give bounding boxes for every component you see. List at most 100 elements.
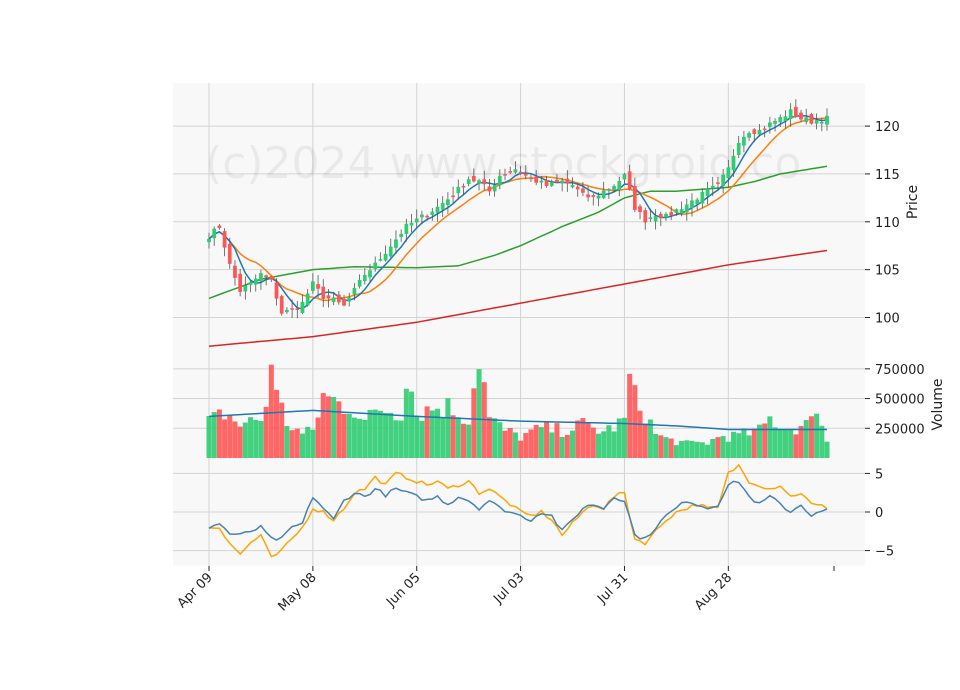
candle-body (503, 174, 507, 176)
volume-bar (320, 393, 326, 458)
candle-body (383, 253, 388, 261)
volume-bar (777, 429, 783, 458)
volume-bar (642, 423, 648, 458)
candle-body (259, 273, 263, 282)
volume-bar (466, 424, 472, 458)
volume-bar (668, 438, 674, 458)
volume-bar (590, 427, 596, 458)
candle-body (518, 171, 523, 174)
candle-body (217, 225, 222, 229)
volume-bar (549, 432, 555, 458)
candle-body (819, 121, 824, 124)
candle-body (768, 122, 772, 128)
candle-body (783, 116, 788, 121)
volume-bars (206, 364, 830, 458)
volume-bar (512, 432, 518, 458)
candle-body (555, 179, 559, 183)
volume-bar (440, 417, 446, 458)
candle-body (534, 176, 539, 183)
volume-bar (767, 416, 773, 458)
volume-bar (299, 433, 305, 458)
volume-bar (824, 441, 830, 458)
candle-body (207, 238, 211, 243)
x-tick-label: Jul 31 (594, 570, 631, 607)
candle-body (222, 231, 227, 248)
volume-bar (575, 420, 581, 458)
y-tick-label: 100 (875, 312, 900, 327)
oscillator-lines (208, 463, 828, 558)
candle-body (632, 186, 637, 210)
volume-bar (305, 426, 311, 458)
candlestick-series (207, 99, 829, 319)
volume-bar (211, 412, 217, 458)
volume-bar (523, 433, 529, 458)
volume-bar (502, 430, 508, 458)
oscillator-slow-line (208, 463, 828, 558)
volume-bar (725, 441, 731, 458)
volume-bar (788, 428, 794, 458)
candle-body (388, 246, 393, 257)
candle-body (508, 171, 513, 173)
volume-bar (715, 437, 721, 458)
candle-body (461, 185, 466, 188)
candle-body (690, 200, 694, 209)
candle-body (492, 185, 497, 192)
candle-body (269, 276, 274, 280)
axes (208, 125, 870, 571)
volume-bar (819, 425, 825, 458)
x-tick-label: Apr 09 (175, 570, 216, 611)
candle-body (305, 293, 310, 306)
volume-bar (289, 430, 295, 458)
moving-average-lines (208, 115, 828, 347)
volume-bar (227, 415, 233, 458)
candle-body (814, 120, 819, 124)
volume-bar (284, 425, 290, 458)
candle-body (373, 262, 378, 270)
candle-body (601, 190, 606, 199)
volume-bar (398, 420, 404, 458)
candle-body (404, 223, 409, 234)
candle-body (352, 288, 357, 295)
candle-body (440, 202, 445, 210)
volume-bar (554, 423, 560, 458)
volume-bar (601, 431, 607, 458)
candle-body (336, 294, 341, 303)
volume-bar (595, 433, 601, 458)
candle-body (409, 222, 414, 226)
candle-body (544, 180, 549, 186)
y-tick-label: 500000 (875, 393, 925, 408)
volume-ma-line (208, 409, 827, 431)
candle-body (487, 186, 492, 192)
candle-body (788, 109, 793, 119)
candle-body (648, 217, 653, 220)
candle-body (658, 213, 663, 219)
volume-bar (710, 439, 716, 458)
volume-bar (242, 422, 248, 458)
candle-body (477, 180, 481, 184)
candle-body (757, 129, 762, 135)
candle-body (638, 206, 642, 213)
candle-body (497, 176, 502, 186)
volume-bar (507, 427, 513, 458)
volume-bar (383, 412, 389, 458)
candle-body (227, 244, 232, 264)
volume-bar (362, 419, 368, 458)
volume-bar (253, 419, 259, 458)
y-tick-label: 250000 (875, 422, 925, 437)
candle-body (362, 274, 367, 282)
volume-bar (731, 431, 737, 458)
candle-body (331, 297, 336, 303)
plot-area-background (173, 83, 865, 566)
candle-body (456, 186, 461, 194)
candle-body (435, 206, 440, 213)
volume-bar (279, 402, 285, 458)
candle-body (233, 265, 237, 278)
volume-bar (372, 409, 378, 458)
volume-bar (393, 420, 399, 458)
candle-body (664, 213, 668, 218)
volume-bar (263, 406, 269, 458)
candle-body (414, 218, 419, 223)
volume-bar (445, 398, 451, 458)
candle-body (565, 178, 570, 184)
